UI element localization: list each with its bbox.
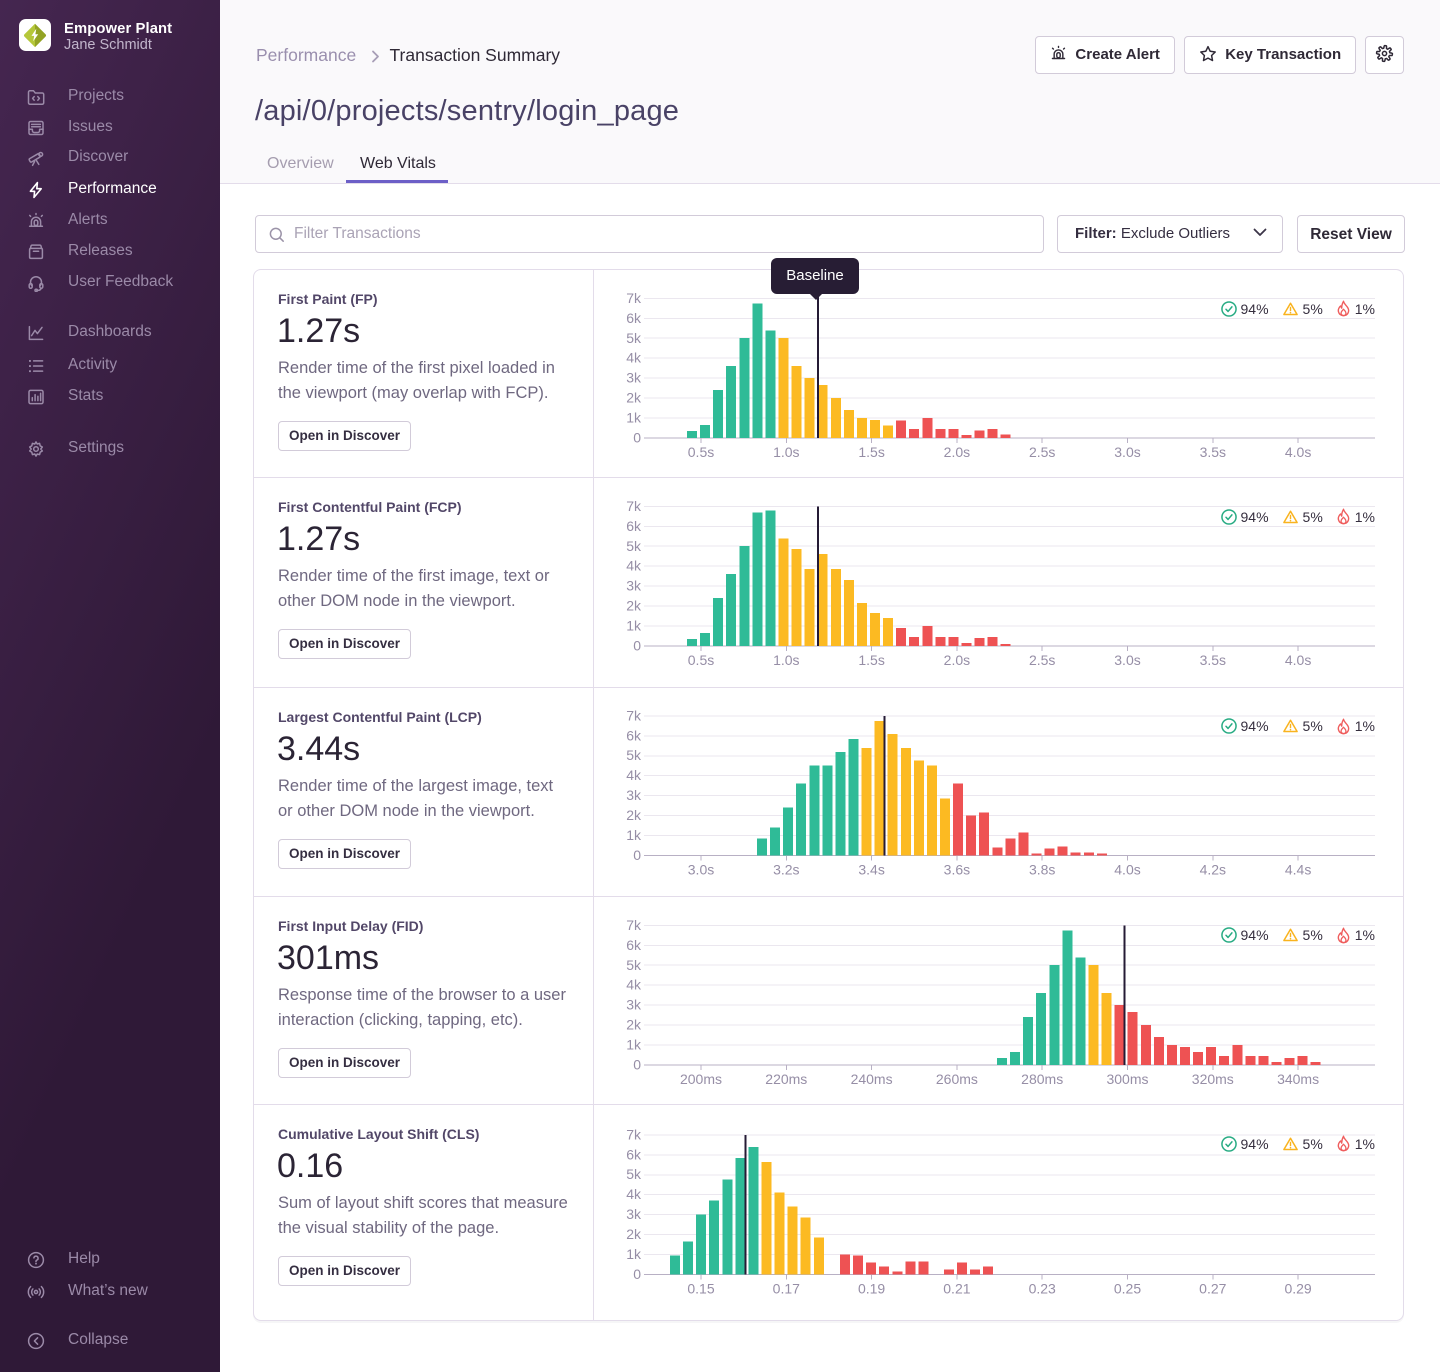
- svg-text:5k: 5k: [626, 747, 642, 763]
- svg-text:6k: 6k: [626, 518, 642, 534]
- svg-text:2k: 2k: [626, 807, 642, 823]
- svg-text:4k: 4k: [626, 350, 642, 366]
- svg-text:3.0s: 3.0s: [1114, 652, 1140, 668]
- svg-text:240ms: 240ms: [851, 1071, 893, 1087]
- svg-text:3k: 3k: [626, 996, 642, 1012]
- svg-text:220ms: 220ms: [765, 1071, 807, 1087]
- svg-text:4k: 4k: [626, 767, 642, 783]
- svg-text:280ms: 280ms: [1021, 1071, 1063, 1087]
- svg-text:0.29: 0.29: [1284, 1281, 1311, 1297]
- svg-text:1k: 1k: [626, 618, 642, 634]
- svg-text:3.5s: 3.5s: [1200, 444, 1226, 460]
- svg-text:2.5s: 2.5s: [1029, 444, 1055, 460]
- svg-text:7k: 7k: [626, 290, 642, 306]
- svg-text:320ms: 320ms: [1192, 1071, 1234, 1087]
- svg-text:1k: 1k: [626, 410, 642, 426]
- svg-text:7k: 7k: [626, 916, 642, 932]
- svg-text:3k: 3k: [626, 370, 642, 386]
- svg-text:0.17: 0.17: [773, 1281, 800, 1297]
- svg-text:0: 0: [633, 430, 641, 446]
- svg-text:1.0s: 1.0s: [773, 444, 799, 460]
- svg-text:2k: 2k: [626, 1226, 642, 1242]
- svg-text:0.25: 0.25: [1114, 1281, 1141, 1297]
- svg-text:1k: 1k: [626, 1036, 642, 1052]
- svg-text:260ms: 260ms: [936, 1071, 978, 1087]
- svg-text:200ms: 200ms: [680, 1071, 722, 1087]
- svg-text:1.5s: 1.5s: [858, 444, 884, 460]
- svg-text:3.5s: 3.5s: [1200, 652, 1226, 668]
- svg-text:2k: 2k: [626, 390, 642, 406]
- svg-text:300ms: 300ms: [1106, 1071, 1148, 1087]
- svg-text:0.23: 0.23: [1029, 1281, 1056, 1297]
- svg-text:3k: 3k: [626, 787, 642, 803]
- svg-text:2k: 2k: [626, 1016, 642, 1032]
- svg-text:1.5s: 1.5s: [858, 652, 884, 668]
- svg-text:2k: 2k: [626, 598, 642, 614]
- svg-text:340ms: 340ms: [1277, 1071, 1319, 1087]
- svg-text:0.15: 0.15: [687, 1281, 714, 1297]
- svg-text:6k: 6k: [626, 1146, 642, 1162]
- svg-text:1.0s: 1.0s: [773, 652, 799, 668]
- svg-text:5k: 5k: [626, 538, 642, 554]
- svg-text:4k: 4k: [626, 1186, 642, 1202]
- svg-text:0: 0: [633, 847, 641, 863]
- svg-text:6k: 6k: [626, 727, 642, 743]
- svg-text:4.0s: 4.0s: [1114, 861, 1140, 877]
- svg-text:5k: 5k: [626, 330, 642, 346]
- svg-text:0.5s: 0.5s: [688, 444, 714, 460]
- svg-text:0: 0: [633, 1266, 641, 1282]
- svg-text:2.0s: 2.0s: [944, 652, 970, 668]
- svg-text:0.21: 0.21: [943, 1281, 970, 1297]
- svg-text:3.8s: 3.8s: [1029, 861, 1055, 877]
- svg-text:5k: 5k: [626, 956, 642, 972]
- svg-text:3.6s: 3.6s: [944, 861, 970, 877]
- svg-text:1k: 1k: [626, 827, 642, 843]
- svg-text:0: 0: [633, 1056, 641, 1072]
- svg-text:2.5s: 2.5s: [1029, 652, 1055, 668]
- svg-text:0.19: 0.19: [858, 1281, 885, 1297]
- svg-text:4k: 4k: [626, 558, 642, 574]
- svg-text:3.0s: 3.0s: [1114, 444, 1140, 460]
- svg-text:4.4s: 4.4s: [1285, 861, 1311, 877]
- svg-text:4.0s: 4.0s: [1285, 652, 1311, 668]
- svg-text:3.4s: 3.4s: [858, 861, 884, 877]
- svg-text:3.2s: 3.2s: [773, 861, 799, 877]
- svg-text:4.0s: 4.0s: [1285, 444, 1311, 460]
- svg-text:6k: 6k: [626, 310, 642, 326]
- svg-text:0.5s: 0.5s: [688, 652, 714, 668]
- svg-text:5k: 5k: [626, 1166, 642, 1182]
- svg-text:7k: 7k: [626, 1126, 642, 1142]
- svg-text:3k: 3k: [626, 1206, 642, 1222]
- svg-text:6k: 6k: [626, 936, 642, 952]
- svg-text:4.2s: 4.2s: [1200, 861, 1226, 877]
- svg-text:2.0s: 2.0s: [944, 444, 970, 460]
- svg-text:7k: 7k: [626, 707, 642, 723]
- svg-text:3k: 3k: [626, 578, 642, 594]
- svg-text:0.27: 0.27: [1199, 1281, 1226, 1297]
- svg-text:7k: 7k: [626, 498, 642, 514]
- svg-text:3.0s: 3.0s: [688, 861, 714, 877]
- svg-text:0: 0: [633, 638, 641, 654]
- svg-text:4k: 4k: [626, 976, 642, 992]
- svg-text:1k: 1k: [626, 1246, 642, 1262]
